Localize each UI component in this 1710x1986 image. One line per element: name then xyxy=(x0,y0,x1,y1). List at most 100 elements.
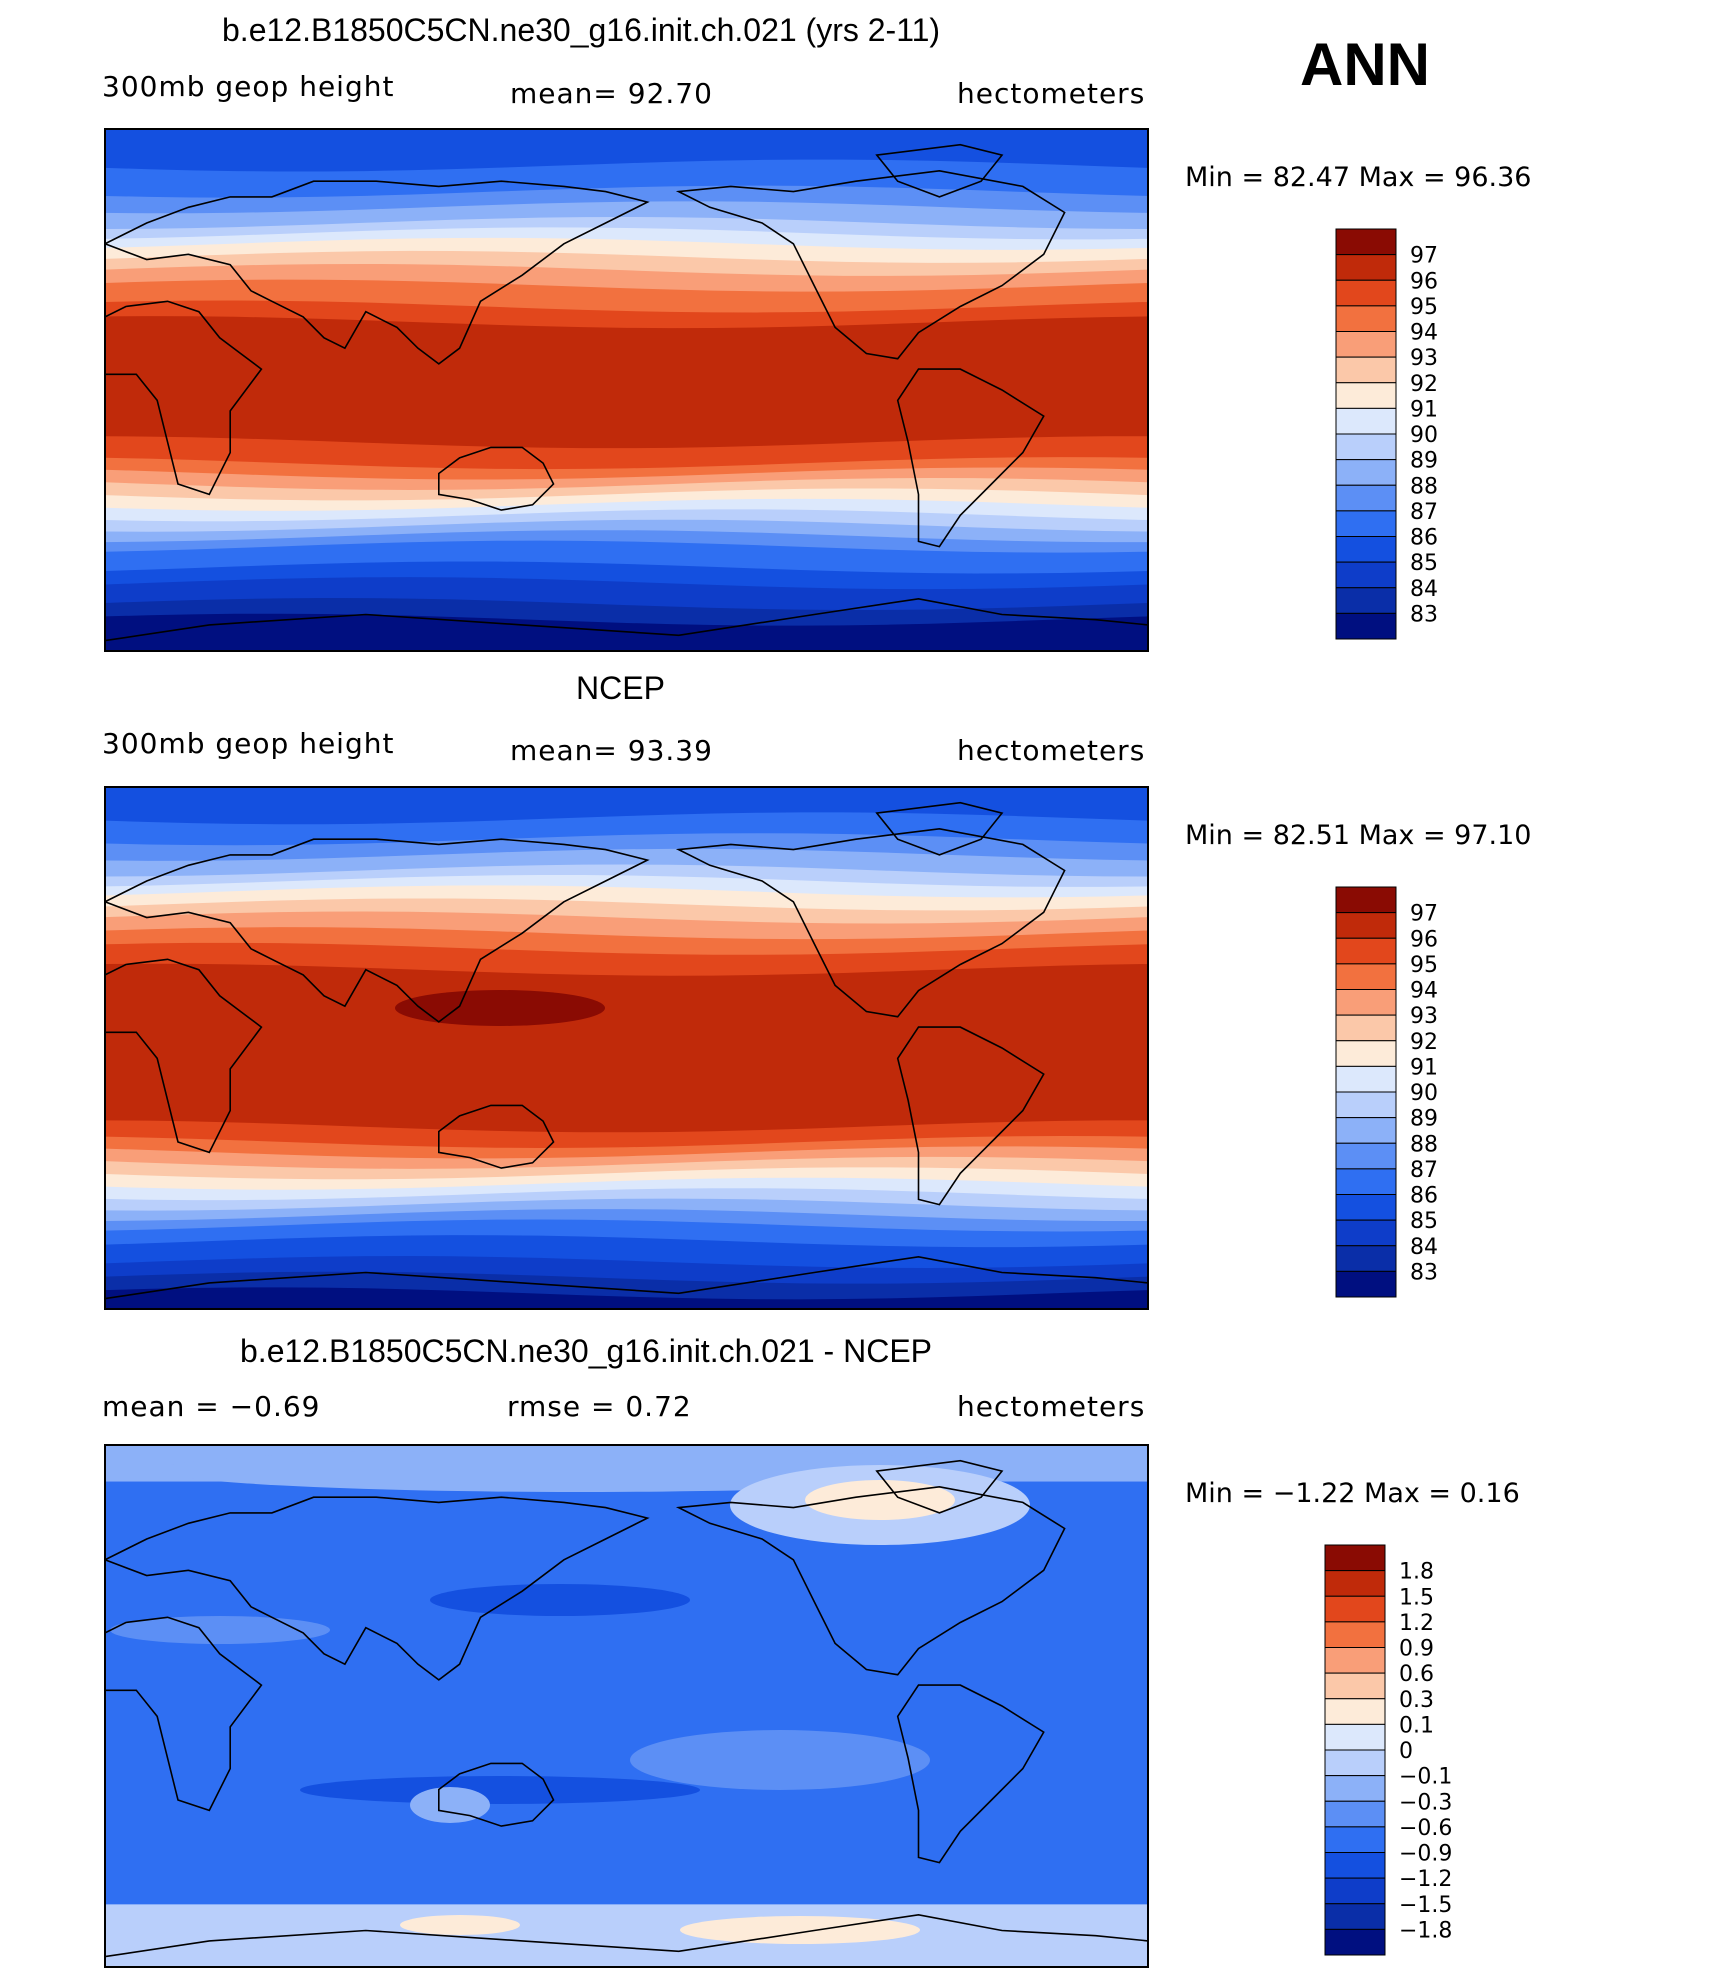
colorbar-label: 85 xyxy=(1410,551,1438,576)
panel3-units-label: hectometers xyxy=(957,1390,1146,1423)
colorbar-swatch xyxy=(1335,356,1397,384)
colorbar-label: 90 xyxy=(1410,1081,1438,1106)
colorbar-difference: 1.81.51.20.90.60.30.10−0.1−0.3−0.6−0.9 −1… xyxy=(1324,1544,1452,1956)
colorbar-label: 92 xyxy=(1410,1030,1438,1055)
colorbar-label: 86 xyxy=(1410,1184,1438,1209)
colorbar-swatch xyxy=(1335,1270,1397,1298)
colorbar-swatch xyxy=(1335,433,1397,461)
panel2-minmax: Min = 82.51 Max = 97.10 xyxy=(1185,820,1532,851)
panel1-mean-label: mean= 92.70 xyxy=(510,77,713,110)
map-difference xyxy=(105,1445,1148,1967)
panel2-units-label: hectometers xyxy=(957,734,1146,767)
map-model xyxy=(105,129,1148,651)
map-ncep xyxy=(105,787,1148,1309)
colorbar-swatch xyxy=(1324,1544,1386,1572)
colorbar-label: 88 xyxy=(1410,1132,1438,1157)
colorbar-label: 0.3 xyxy=(1399,1688,1434,1713)
colorbar-swatch xyxy=(1335,484,1397,512)
colorbar-swatch xyxy=(1335,1142,1397,1170)
colorbar-swatch xyxy=(1324,1595,1386,1623)
panel1-minmax: Min = 82.47 Max = 96.36 xyxy=(1185,162,1532,193)
colorbar-label: 1.8 xyxy=(1399,1560,1434,1585)
colorbar-label: 83 xyxy=(1410,1260,1438,1285)
colorbar-label: 0 xyxy=(1399,1739,1413,1764)
colorbar-swatch xyxy=(1324,1570,1386,1597)
colorbar-label: 1.5 xyxy=(1399,1585,1434,1610)
colorbar-swatch xyxy=(1335,886,1397,914)
panel2-variable-label: 300mb geop height xyxy=(102,727,395,760)
colorbar-label: 91 xyxy=(1410,1055,1438,1080)
colorbar-label: −0.6 xyxy=(1399,1816,1452,1841)
colorbar-swatch xyxy=(1335,1065,1397,1093)
colorbar-swatch xyxy=(1324,1928,1386,1956)
colorbar-label: 0.9 xyxy=(1399,1637,1434,1662)
colorbar-label: 95 xyxy=(1410,295,1438,320)
colorbar-swatch xyxy=(1335,305,1397,332)
colorbar-label: 94 xyxy=(1410,979,1438,1004)
colorbar-swatch xyxy=(1335,536,1397,563)
map-ncep-frame xyxy=(104,786,1149,1310)
colorbar-swatch xyxy=(1335,459,1397,486)
colorbar-label: 92 xyxy=(1410,372,1438,397)
colorbar-label: −1.5 xyxy=(1399,1893,1452,1918)
season-label: ANN xyxy=(1300,31,1430,98)
colorbar-swatch xyxy=(1335,587,1397,614)
colorbar-swatch xyxy=(1335,612,1397,640)
colorbar-label: 1.2 xyxy=(1399,1611,1434,1636)
colorbar-swatch xyxy=(1335,510,1397,537)
colorbar-swatch xyxy=(1324,1647,1386,1674)
colorbar-label: 0.6 xyxy=(1399,1662,1434,1687)
colorbar-swatch xyxy=(1324,1826,1386,1853)
colorbar-label: 96 xyxy=(1410,269,1438,294)
colorbar-label: 96 xyxy=(1410,927,1438,952)
colorbar-label: −0.1 xyxy=(1399,1765,1452,1790)
colorbar-swatch xyxy=(1335,228,1397,256)
panel1-units-label: hectometers xyxy=(957,77,1146,110)
colorbar-swatch xyxy=(1324,1903,1386,1930)
panel3-title: b.e12.B1850C5CN.ne30_g16.init.ch.021 - N… xyxy=(240,1333,932,1369)
colorbar-swatch xyxy=(1335,1014,1397,1042)
colorbar-label: 93 xyxy=(1410,346,1438,371)
colorbar-swatch xyxy=(1335,279,1397,307)
colorbar-swatch xyxy=(1324,1723,1386,1751)
colorbar-label: 87 xyxy=(1410,1158,1438,1183)
map-difference-frame xyxy=(104,1444,1149,1968)
colorbar-swatch xyxy=(1324,1800,1386,1828)
colorbar-swatch xyxy=(1335,407,1397,435)
colorbar-swatch xyxy=(1335,331,1397,358)
colorbar-swatch xyxy=(1335,1245,1397,1272)
colorbar-swatch xyxy=(1335,963,1397,990)
colorbar-swatch xyxy=(1324,1621,1386,1648)
panel3-rmse-label: rmse = 0.72 xyxy=(507,1390,692,1423)
colorbar-swatch xyxy=(1335,989,1397,1016)
colorbar-swatch xyxy=(1335,1219,1397,1247)
colorbar-label: 94 xyxy=(1410,321,1438,346)
colorbar-swatch xyxy=(1335,937,1397,965)
colorbar-swatch xyxy=(1324,1775,1386,1802)
colorbar-swatch xyxy=(1324,1877,1386,1905)
colorbar-swatch xyxy=(1335,1194,1397,1221)
colorbar-label: 90 xyxy=(1410,423,1438,448)
colorbar-label: −0.3 xyxy=(1399,1790,1452,1815)
colorbar-label: −0.9 xyxy=(1399,1842,1452,1867)
colorbar-label: 91 xyxy=(1410,397,1438,422)
panel1-title: b.e12.B1850C5CN.ne30_g16.init.ch.021 (yr… xyxy=(222,12,941,48)
colorbar-swatch xyxy=(1335,1091,1397,1119)
colorbar-swatch xyxy=(1335,254,1397,281)
colorbar-swatch xyxy=(1324,1698,1386,1725)
colorbar-label: 0.1 xyxy=(1399,1713,1434,1738)
colorbar-label: 89 xyxy=(1410,1107,1438,1132)
colorbar-label: 85 xyxy=(1410,1209,1438,1234)
colorbar-label: 84 xyxy=(1410,1235,1438,1260)
panel1-variable-label: 300mb geop height xyxy=(102,70,395,103)
panel2-mean-label: mean= 93.39 xyxy=(510,734,713,767)
colorbar-swatch xyxy=(1335,561,1397,589)
colorbar-label: 87 xyxy=(1410,500,1438,525)
colorbar-label: 83 xyxy=(1410,602,1438,627)
colorbar-swatch xyxy=(1324,1749,1386,1777)
colorbar-label: 86 xyxy=(1410,526,1438,551)
colorbar-swatch xyxy=(1335,382,1397,409)
colorbar-swatch xyxy=(1335,912,1397,939)
colorbar-label: 93 xyxy=(1410,1004,1438,1029)
